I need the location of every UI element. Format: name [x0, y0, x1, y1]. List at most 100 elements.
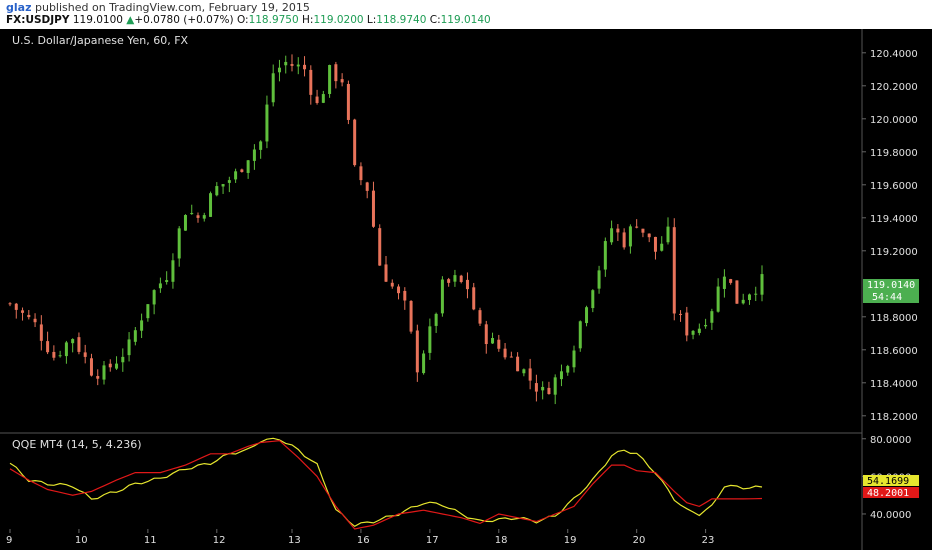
time-tick-label: 20	[633, 535, 646, 546]
candle-body	[133, 330, 137, 342]
candle-body	[440, 279, 444, 314]
author-name[interactable]: glaz	[6, 1, 32, 14]
qqe-series	[9, 437, 763, 530]
candle-body	[58, 355, 62, 357]
candle-body	[96, 376, 100, 379]
time-axis[interactable]: 9 10 11 12 13 16 17 18 19 20 23	[6, 529, 714, 546]
candle-body	[397, 286, 401, 294]
price-badge-bg	[863, 279, 919, 291]
qqe-slow-line	[9, 439, 763, 530]
candle-body	[747, 294, 751, 300]
candle-body	[102, 365, 106, 380]
price-tick-label: 120.2000	[870, 82, 918, 93]
candle-body	[685, 312, 689, 336]
candle-body	[52, 351, 56, 358]
time-tick-label: 13	[288, 535, 301, 546]
price-tick-label: 119.4000	[870, 214, 918, 225]
candle-body	[77, 337, 81, 352]
candle-body	[71, 339, 75, 344]
candle-body	[365, 182, 369, 191]
candle-body	[434, 313, 438, 326]
candle-body	[628, 226, 632, 247]
candle-body	[277, 67, 281, 73]
qqe-fast-line	[9, 437, 763, 528]
candle-body	[741, 299, 745, 304]
candle-body	[409, 300, 413, 332]
symbol-label: FX:USDJPY	[6, 14, 70, 26]
candle-body	[578, 321, 582, 349]
candle-body	[497, 339, 501, 349]
ohlc-line: FX:USDJPY 119.0100 ▲+0.0780 (+0.07%) O:1…	[6, 14, 491, 28]
price-change: +0.0780 (+0.07%)	[134, 14, 234, 26]
candle-body	[39, 324, 43, 341]
candle-body	[672, 227, 676, 314]
candle-body	[334, 64, 338, 82]
candle-body	[265, 104, 269, 142]
time-tick-label: 18	[495, 535, 508, 546]
price-tick-label: 119.2000	[870, 247, 918, 258]
chart-background	[0, 29, 932, 550]
price-tick-label: 120.0000	[870, 115, 918, 126]
candle-body	[415, 330, 419, 373]
low-value: 118.9740	[376, 14, 427, 26]
candle-body	[647, 233, 651, 238]
candle-body	[691, 330, 695, 335]
price-tick-label: 118.4000	[870, 379, 918, 390]
candle-body	[478, 310, 482, 324]
candle-body	[340, 79, 344, 83]
low-label: L:	[366, 14, 377, 26]
candle-body	[660, 243, 664, 251]
candle-body	[183, 215, 187, 231]
candle-body	[666, 226, 670, 243]
time-tick-label: 11	[144, 535, 157, 546]
qqe-fast-badge-bg	[863, 475, 919, 486]
candle-series	[8, 54, 764, 405]
candle-body	[447, 279, 451, 283]
candle-body	[171, 260, 175, 282]
candle-body	[616, 228, 620, 233]
candle-body	[240, 169, 244, 172]
candle-body	[422, 353, 426, 374]
candle-body	[271, 73, 275, 103]
candle-body	[610, 228, 614, 243]
candle-body	[359, 166, 363, 181]
candle-body	[328, 65, 332, 94]
candle-body	[346, 84, 350, 120]
candle-body	[553, 377, 557, 395]
candle-body	[83, 352, 87, 357]
open-value: 118.9750	[248, 14, 299, 26]
candle-body	[585, 307, 589, 324]
price-axis[interactable]: 120.4000 120.2000 120.0000 119.8000 119.6000…	[862, 49, 918, 423]
candle-body	[303, 64, 307, 70]
main-pane-title: U.S. Dollar/Japanese Yen, 60, FX	[12, 34, 189, 47]
price-badge: 119.0140	[867, 280, 915, 291]
candle-body	[704, 324, 708, 327]
time-tick-label: 16	[357, 535, 370, 546]
candle-body	[227, 180, 231, 183]
chart-area[interactable]: U.S. Dollar/Japanese Yen, 60, FX QQE MT4…	[0, 29, 932, 550]
candle-body	[46, 341, 50, 353]
indicator-pane-title: QQE MT4 (14, 5, 4.236)	[12, 438, 142, 451]
candle-body	[246, 160, 250, 173]
candle-body	[321, 94, 325, 103]
candle-body	[140, 320, 144, 331]
candle-body	[115, 363, 119, 369]
indicator-tick-label: 80.0000	[870, 435, 911, 446]
arrow-up-icon: ▲	[126, 14, 135, 26]
candle-body	[547, 387, 551, 395]
candle-body	[221, 184, 225, 187]
candle-body	[484, 324, 488, 345]
candle-body	[465, 279, 469, 290]
candle-body	[14, 303, 18, 310]
last-price: 119.0100	[72, 14, 123, 26]
candle-body	[716, 286, 720, 312]
candle-body	[390, 282, 394, 287]
candle-body	[503, 348, 507, 358]
publish-line: glaz published on TradingView.com, Febru…	[6, 1, 310, 15]
candle-body	[353, 119, 357, 166]
candle-body	[679, 313, 683, 315]
candle-body	[384, 264, 388, 282]
close-label: C:	[429, 14, 441, 26]
candle-body	[296, 64, 300, 67]
qqe-fast-badge: 54.1699	[867, 476, 909, 487]
